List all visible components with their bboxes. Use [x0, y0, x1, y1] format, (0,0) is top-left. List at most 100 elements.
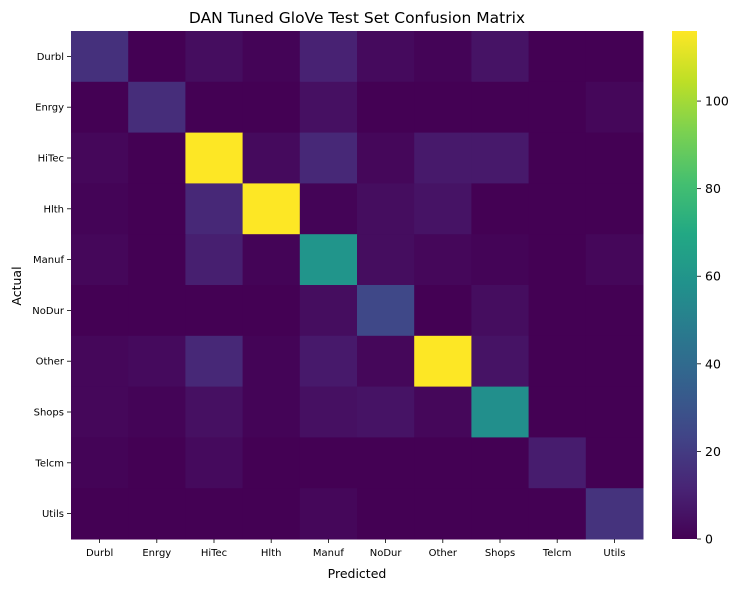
heatmap-cell-shops-other — [414, 386, 472, 438]
heatmap-cell-durbl-nodur — [357, 31, 415, 83]
heatmap-cell-telcm-durbl — [71, 437, 129, 489]
y-tick-label: Durbl — [37, 52, 64, 63]
y-tick-label: Shops — [34, 408, 64, 419]
y-tick-label: Other — [36, 357, 65, 368]
heatmap-cell-hitec-hitec — [185, 132, 244, 184]
chart-title: DAN Tuned GloVe Test Set Confusion Matri… — [189, 9, 525, 27]
heatmap-cell-hlth-nodur — [357, 183, 415, 235]
colorbar-tick-label: 40 — [705, 356, 721, 371]
heatmap-cell-telcm-nodur — [357, 437, 415, 489]
heatmap-cell-hitec-manuf — [299, 132, 358, 184]
heatmap-cell-manuf-hlth — [242, 234, 301, 286]
heatmap-cell-shops-nodur — [357, 386, 415, 438]
heatmap-cell-hlth-other — [414, 183, 472, 235]
y-tick-label: Enrgy — [35, 103, 64, 114]
heatmap-cell-hlth-shops — [471, 183, 530, 235]
y-tick-label: HiTec — [38, 154, 64, 165]
x-tick-label: NoDur — [370, 548, 403, 559]
heatmap-cell-manuf-shops — [471, 234, 530, 286]
heatmap-cell-utils-hitec — [185, 488, 244, 540]
heatmap-cell-other-hlth — [242, 335, 301, 388]
x-tick-label: Shops — [485, 548, 515, 559]
heatmap-cell-hlth-durbl — [71, 183, 129, 235]
y-tick-label: Utils — [42, 509, 64, 520]
heatmap-cell-enrgy-shops — [471, 81, 530, 134]
heatmap-cell-enrgy-other — [414, 81, 472, 134]
heatmap-cell-manuf-durbl — [71, 234, 129, 286]
heatmap-cell-hlth-manuf — [299, 183, 358, 235]
heatmap-cell-shops-telcm — [528, 386, 587, 438]
heatmap-cell-other-telcm — [528, 335, 587, 388]
x-tick-label: Enrgy — [142, 548, 171, 559]
heatmap-cell-telcm-hlth — [242, 437, 301, 489]
heatmap-cell-shops-enrgy — [128, 386, 186, 438]
heatmap-cell-shops-manuf — [299, 386, 358, 438]
heatmap-cell-utils-enrgy — [128, 488, 186, 540]
heatmap-cell-telcm-utils — [585, 437, 644, 489]
heatmap-cell-nodur-hitec — [185, 285, 244, 337]
heatmap-cell-durbl-hlth — [242, 31, 301, 83]
heatmap-cell-hlth-hlth — [242, 183, 301, 235]
x-tick-label: Durbl — [86, 548, 113, 559]
heatmap-cell-enrgy-nodur — [357, 81, 415, 134]
heatmap-cell-manuf-other — [414, 234, 472, 286]
heatmap-cell-shops-utils — [585, 386, 644, 438]
heatmap-cell-shops-durbl — [71, 386, 129, 438]
heatmap-cell-shops-hlth — [242, 386, 301, 438]
heatmap-cell-other-manuf — [299, 335, 358, 388]
y-axis-label: Actual — [9, 266, 24, 305]
heatmap-cell-telcm-enrgy — [128, 437, 186, 489]
heatmap-cells — [71, 31, 644, 540]
heatmap-cell-manuf-enrgy — [128, 234, 186, 286]
heatmap-cell-utils-manuf — [299, 488, 358, 540]
heatmap-cell-other-shops — [471, 335, 530, 388]
heatmap-cell-durbl-shops — [471, 31, 530, 83]
x-tick-label: HiTec — [201, 548, 227, 559]
heatmap-cell-durbl-enrgy — [128, 31, 186, 83]
heatmap-cell-hitec-shops — [471, 132, 530, 184]
colorbar-tick-label: 20 — [705, 444, 721, 459]
heatmap-cell-manuf-utils — [585, 234, 644, 286]
heatmap-cell-other-utils — [585, 335, 644, 388]
heatmap-cell-other-other — [414, 335, 472, 388]
heatmap-cell-enrgy-hitec — [185, 81, 244, 134]
colorbar-tick-label: 0 — [705, 532, 713, 547]
heatmap-cell-telcm-hitec — [185, 437, 244, 489]
y-tick-label: Hlth — [43, 204, 64, 215]
heatmap-cell-durbl-manuf — [299, 31, 358, 83]
colorbar-tick-label: 80 — [705, 181, 721, 196]
heatmap-cell-utils-utils — [585, 488, 644, 540]
heatmap-cell-hitec-other — [414, 132, 472, 184]
heatmap-cell-hitec-nodur — [357, 132, 415, 184]
colorbar: 0 20 40 60 80 100 — [672, 31, 729, 547]
heatmap-cell-nodur-shops — [471, 285, 530, 337]
heatmap-cell-hlth-telcm — [528, 183, 587, 235]
heatmap-cell-enrgy-enrgy — [128, 81, 186, 134]
heatmap-cell-durbl-durbl — [71, 31, 129, 83]
y-tick-label: NoDur — [32, 306, 65, 317]
x-tick-label: Utils — [603, 548, 625, 559]
heatmap-cell-other-enrgy — [128, 335, 186, 388]
x-axis-label: Predicted — [328, 566, 387, 581]
heatmap-cell-telcm-manuf — [299, 437, 358, 489]
heatmap-cell-nodur-enrgy — [128, 285, 186, 337]
heatmap-cell-nodur-nodur — [357, 285, 415, 337]
heatmap-cell-other-nodur — [357, 335, 415, 388]
heatmap-cell-durbl-utils — [585, 31, 644, 83]
heatmap-cell-enrgy-durbl — [71, 81, 129, 134]
heatmap-cell-hitec-utils — [585, 132, 644, 184]
heatmap-cell-telcm-other — [414, 437, 472, 489]
y-tick-label: Manuf — [33, 255, 64, 266]
heatmap-cell-nodur-telcm — [528, 285, 587, 337]
heatmap-cell-enrgy-manuf — [299, 81, 358, 134]
heatmap-cell-durbl-hitec — [185, 31, 244, 83]
heatmap-cell-hlth-utils — [585, 183, 644, 235]
heatmap-cell-manuf-telcm — [528, 234, 587, 286]
heatmap-cell-shops-shops — [471, 386, 530, 438]
heatmap-cell-other-durbl — [71, 335, 129, 388]
heatmap-cell-hitec-hlth — [242, 132, 301, 184]
colorbar-tick-label: 100 — [705, 94, 729, 109]
heatmap-cell-hitec-enrgy — [128, 132, 186, 184]
heatmap-cell-durbl-telcm — [528, 31, 587, 83]
